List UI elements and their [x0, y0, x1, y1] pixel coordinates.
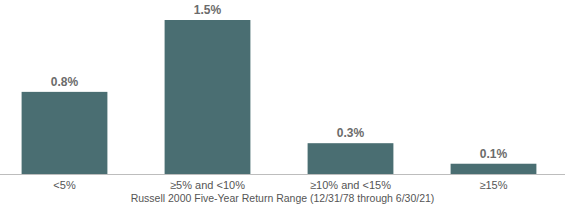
x-axis-title: Russell 2000 Five-Year Return Range (12/… [131, 192, 435, 204]
bars [22, 20, 537, 174]
tick-label: ≥5% and <10% [170, 179, 245, 191]
tick-label: <5% [53, 179, 76, 191]
tick: ≥5% and <10% [170, 179, 245, 191]
data-labels: 0.8% 1.5% 0.3% 0.1% [51, 3, 508, 161]
bar [165, 20, 251, 174]
chart: <5% ≥5% and <10% ≥10% and <15% ≥15% Russell … [0, 0, 565, 206]
tick-label: ≥15% [479, 179, 507, 191]
x-axis: <5% ≥5% and <10% ≥10% and <15% ≥15% [0, 175, 565, 191]
bar [308, 143, 394, 174]
data-label: 1.5% [194, 3, 222, 17]
tick: ≥15% [479, 179, 507, 191]
tick-label: ≥10% and <15% [310, 179, 391, 191]
bar [451, 164, 537, 174]
data-label: 0.3% [337, 126, 365, 140]
data-label: 0.1% [480, 147, 508, 161]
data-label: 0.8% [51, 75, 79, 89]
tick: <5% [53, 179, 76, 191]
x-axis-line [0, 174, 565, 175]
bar [22, 92, 108, 174]
tick: ≥10% and <15% [310, 179, 391, 191]
